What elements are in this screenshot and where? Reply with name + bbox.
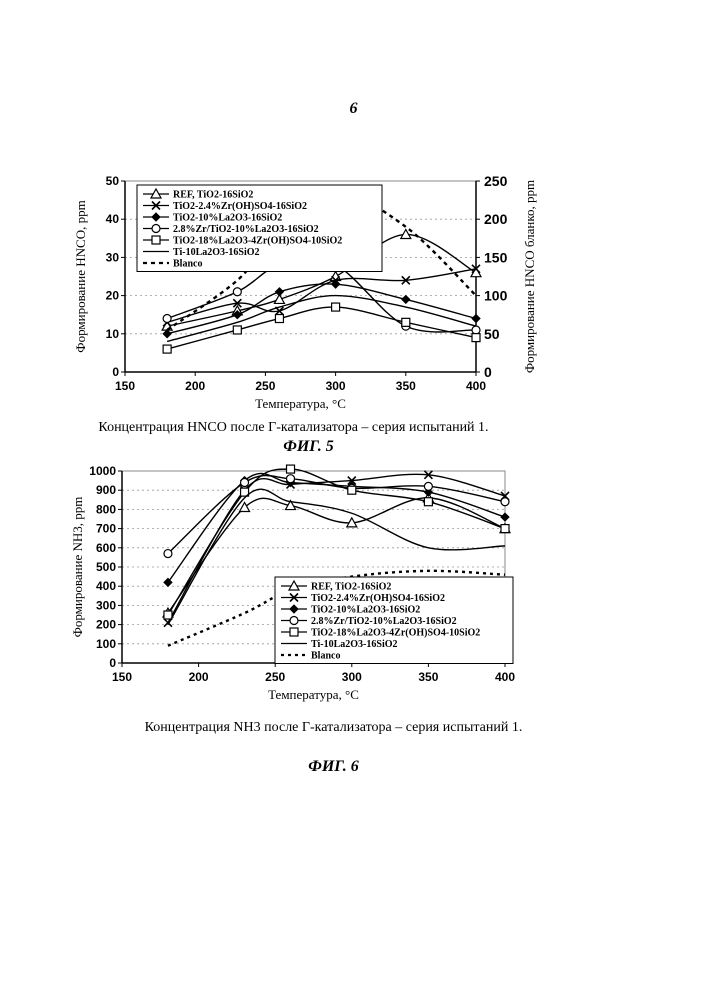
data-point	[163, 345, 171, 353]
y-tick-label: 500	[96, 560, 116, 574]
data-point	[164, 611, 172, 619]
legend-entry: Blanco	[311, 651, 340, 662]
data-point	[233, 326, 241, 334]
data-point	[241, 479, 249, 487]
nh3-chart: 0 100 200 300 400 500 600 700 800 900 1000 150 200 25…	[0, 458, 600, 708]
x-tick-label: 350	[396, 379, 416, 393]
y2-tick-label: 150	[484, 249, 508, 265]
x-tick-label: 150	[112, 670, 132, 684]
figure-5-label: ФИГ. 5	[0, 438, 662, 456]
series-line	[168, 475, 505, 553]
legend-entry: TiO2-18%La2O3-4Zr(OH)SO4-10SiO2	[173, 236, 342, 247]
data-point	[472, 315, 480, 323]
data-point	[501, 513, 509, 521]
data-point	[472, 326, 480, 334]
figure-5-caption: Концентрация HNCO после Г-катализатора –…	[0, 420, 647, 436]
y-tick-label: 10	[106, 327, 120, 341]
y-tick-label: 300	[96, 598, 116, 612]
data-point	[424, 498, 432, 506]
data-point	[287, 465, 295, 473]
x-tick-label: 300	[326, 379, 346, 393]
x-tick-label: 200	[185, 379, 205, 393]
y-tick-label: 100	[96, 637, 116, 651]
legend-entry: TiO2-10%La2O3-16SiO2	[311, 605, 420, 616]
y2-tick-label: 200	[484, 211, 508, 227]
data-point	[472, 334, 480, 342]
series-line	[167, 296, 476, 342]
y-axis-label: Формирование HNCO, ppm	[73, 200, 88, 352]
x-tick-label: 200	[189, 670, 209, 684]
y-tick-label: 20	[106, 289, 120, 303]
y2-tick-label: 100	[484, 288, 508, 304]
legend: REF, TiO2-16SiO2TiO2-2.4%Zr(OH)SO4-16SiO…	[137, 185, 382, 272]
figure-6-label: ФИГ. 6	[0, 758, 687, 776]
x-tick-label: 150	[115, 379, 135, 393]
y-tick-label: 0	[109, 656, 116, 670]
y-tick-label: 50	[106, 174, 120, 188]
legend-entry: Ti-10La2O3-16SiO2	[173, 247, 260, 258]
page-number: 6	[0, 100, 707, 118]
data-point	[163, 315, 171, 323]
legend-entry: Blanco	[173, 259, 202, 270]
x-axis-label: Температура, °C	[255, 396, 346, 411]
y2-tick-label: 50	[484, 326, 500, 342]
y-axis-label: Формирование NH3, ppm	[70, 497, 85, 638]
data-point	[501, 498, 509, 506]
x-tick-label: 400	[495, 670, 515, 684]
data-point	[164, 550, 172, 558]
y-tick-label: 600	[96, 541, 116, 555]
y2-tick-label: 250	[484, 173, 508, 189]
y-tick-label: 900	[96, 483, 116, 497]
y-tick-label: 1000	[89, 464, 116, 478]
y-tick-label: 200	[96, 618, 116, 632]
y2-axis-label: Формирование HNCO бланко, ppm	[522, 180, 537, 373]
x-tick-label: 300	[342, 670, 362, 684]
legend-entry: 2.8%Zr/TiO2-10%La2O3-16SiO2	[173, 224, 319, 235]
y-tick-label: 40	[106, 212, 120, 226]
legend-entry: REF, TiO2-16SiO2	[311, 582, 391, 593]
x-tick-label: 350	[418, 670, 438, 684]
legend-entry: 2.8%Zr/TiO2-10%La2O3-16SiO2	[311, 616, 457, 627]
x-tick-label: 250	[265, 670, 285, 684]
y-tick-label: 0	[112, 365, 119, 379]
legend-entry: Ti-10La2O3-16SiO2	[311, 639, 398, 650]
data-point	[501, 525, 509, 533]
x-tick-label: 250	[255, 379, 275, 393]
legend-entry: TiO2-18%La2O3-4Zr(OH)SO4-10SiO2	[311, 628, 480, 639]
data-point	[424, 482, 432, 490]
data-point	[233, 288, 241, 296]
data-point	[402, 318, 410, 326]
y-tick-label: 700	[96, 522, 116, 536]
data-point	[287, 475, 295, 483]
data-point	[163, 330, 171, 338]
legend: REF, TiO2-16SiO2TiO2-2.4%Zr(OH)SO4-16SiO…	[275, 577, 513, 664]
x-axis-label: Температура, °C	[268, 687, 359, 702]
legend-marker	[290, 628, 298, 636]
data-point	[348, 486, 356, 494]
y2-tick-label: 0	[484, 364, 492, 380]
data-point	[275, 315, 283, 323]
y-tick-label: 400	[96, 579, 116, 593]
y-tick-label: 30	[106, 250, 120, 264]
hnco-chart: 0102030405015020025030035040005010015020…	[0, 165, 600, 415]
data-point	[275, 288, 283, 296]
legend-entry: TiO2-2.4%Zr(OH)SO4-16SiO2	[173, 201, 307, 212]
legend-entry: TiO2-2.4%Zr(OH)SO4-16SiO2	[311, 593, 445, 604]
data-point	[332, 303, 340, 311]
y-tick-label: 800	[96, 502, 116, 516]
x-tick-label: 400	[466, 379, 486, 393]
legend-marker	[152, 236, 160, 244]
data-point	[402, 295, 410, 303]
figure-6-caption: Концентрация NH3 после Г-катализатора – …	[0, 720, 687, 736]
legend-entry: TiO2-10%La2O3-16SiO2	[173, 213, 282, 224]
legend-marker	[290, 617, 298, 625]
legend-entry: REF, TiO2-16SiO2	[173, 190, 253, 201]
legend-marker	[152, 225, 160, 233]
